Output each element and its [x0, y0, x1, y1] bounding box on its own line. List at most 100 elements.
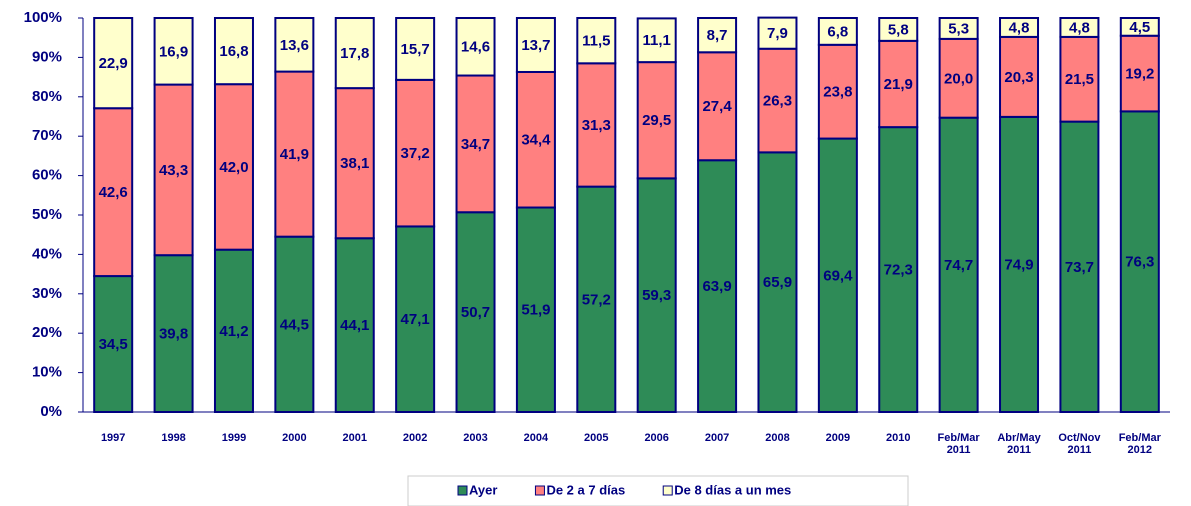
- y-tick-label: 100%: [24, 9, 62, 26]
- data-label: 65,9: [763, 274, 792, 291]
- y-tick-label: 20%: [32, 324, 62, 341]
- data-label: 72,3: [884, 262, 913, 279]
- bar-segment: [93, 275, 134, 413]
- bar-segment: [93, 17, 134, 110]
- x-tick-label: 2005: [584, 432, 609, 444]
- data-label: 76,3: [1125, 254, 1154, 271]
- bar-segment: [274, 17, 315, 73]
- bar-segment: [938, 116, 979, 413]
- bar-segment: [697, 51, 738, 162]
- data-label: 31,3: [582, 117, 611, 134]
- bar-segment: [1059, 35, 1100, 123]
- data-label: 8,7: [707, 27, 728, 44]
- bar-segment: [213, 83, 254, 251]
- x-tick-label: 1997: [100, 432, 126, 444]
- data-label: 44,5: [280, 316, 309, 333]
- x-tick-label: 2003: [463, 432, 488, 444]
- data-label: 51,9: [521, 302, 550, 319]
- data-label: 57,2: [582, 291, 611, 308]
- y-tick-label: 10%: [32, 364, 62, 381]
- bar-segment: [395, 17, 436, 81]
- x-tick-label: Feb/Mar 2011: [937, 432, 980, 456]
- data-label: 38,1: [340, 155, 369, 172]
- bar-segment: [93, 107, 134, 278]
- data-label: 34,5: [99, 336, 128, 353]
- data-label: 4,8: [1069, 19, 1090, 36]
- data-label: 29,5: [642, 112, 671, 129]
- x-tick-label: 2001: [342, 432, 367, 444]
- bar-segment: [697, 159, 738, 413]
- data-label: 5,8: [888, 21, 909, 38]
- bar-segment: [213, 17, 254, 86]
- x-tick-label: 2010: [886, 432, 911, 444]
- legend-label: De 2 a 7 días: [546, 482, 625, 497]
- x-tick-label: 1998: [161, 432, 186, 444]
- data-label: 69,4: [823, 267, 853, 284]
- bar-segment: [757, 151, 798, 413]
- bar-segment: [153, 17, 194, 86]
- x-tick-label: Feb/Mar 2012: [1118, 432, 1161, 456]
- data-label: 15,7: [401, 41, 430, 58]
- data-label: 34,4: [521, 132, 551, 149]
- data-label: 39,8: [159, 326, 188, 343]
- x-tick-label: 1999: [221, 432, 247, 444]
- bar-segment: [515, 70, 556, 209]
- data-label: 14,6: [461, 39, 490, 56]
- data-label: 43,3: [159, 162, 188, 179]
- bar-segment: [1119, 110, 1160, 414]
- y-tick-label: 30%: [32, 285, 62, 302]
- x-tick-label: 2004: [523, 432, 549, 444]
- y-tick-label: 70%: [32, 127, 62, 144]
- bar-segment: [817, 43, 858, 140]
- bar-segment: [636, 17, 677, 64]
- bar-segment: [455, 211, 496, 413]
- x-tick-label: 2009: [825, 432, 851, 444]
- bar-segment: [697, 17, 738, 54]
- bar-segment: [455, 17, 496, 77]
- bar-segment: [455, 74, 496, 214]
- data-label: 47,1: [401, 311, 430, 328]
- data-label: 50,7: [461, 304, 490, 321]
- data-label: 59,3: [642, 287, 671, 304]
- data-label: 20,3: [1004, 69, 1033, 86]
- x-tick-label: 2002: [402, 432, 428, 444]
- data-label: 5,3: [948, 20, 969, 37]
- bar-segment: [395, 225, 436, 413]
- bar-segment: [1059, 17, 1100, 38]
- bar-segment: [576, 185, 617, 413]
- data-label: 21,5: [1065, 71, 1094, 88]
- y-tick-label: 80%: [32, 88, 62, 105]
- bar-segment: [213, 248, 254, 413]
- data-label: 13,6: [280, 37, 309, 54]
- data-label: 11,1: [643, 32, 671, 49]
- legend-label: Ayer: [469, 482, 497, 497]
- data-label: 73,7: [1065, 259, 1094, 276]
- data-label: 74,7: [944, 257, 973, 274]
- bar-segment: [817, 17, 858, 46]
- legend-label: De 8 días a un mes: [674, 482, 791, 497]
- data-label: 4,8: [1009, 19, 1030, 36]
- bar-segment: [1119, 17, 1160, 37]
- bar-segment: [153, 83, 194, 257]
- data-label: 11,5: [582, 33, 610, 50]
- bar-segment: [636, 177, 677, 413]
- legend-swatch: [662, 485, 673, 496]
- bar-segment: [274, 70, 315, 238]
- data-label: 23,8: [823, 84, 852, 101]
- bar-segment: [334, 87, 375, 240]
- data-label: 34,7: [461, 136, 490, 153]
- data-label: 21,9: [884, 76, 913, 93]
- x-tick-label: 2006: [644, 432, 669, 444]
- x-tick-label: 2008: [765, 432, 790, 444]
- bar-segment: [334, 237, 375, 413]
- data-label: 19,2: [1125, 66, 1154, 83]
- y-tick-label: 40%: [32, 245, 62, 262]
- y-tick-label: 50%: [32, 206, 62, 223]
- bar-segment: [938, 17, 979, 40]
- y-tick-label: 60%: [32, 167, 62, 184]
- data-label: 41,2: [219, 323, 248, 340]
- x-tick-label: 2007: [704, 432, 730, 444]
- data-label: 42,0: [219, 159, 248, 176]
